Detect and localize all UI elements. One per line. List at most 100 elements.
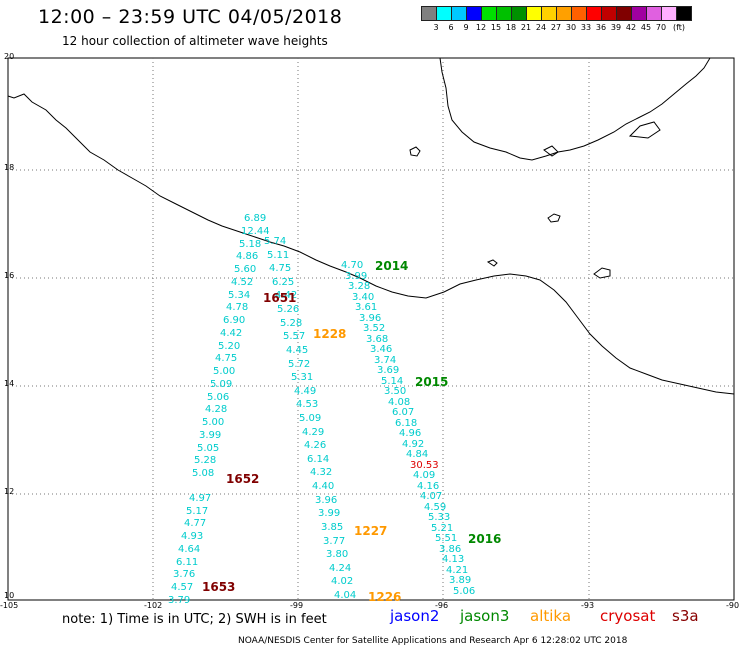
swh-value: 4.52 bbox=[231, 277, 254, 288]
swh-value: 4.42 bbox=[275, 290, 298, 301]
swh-value: 5.17 bbox=[186, 506, 209, 517]
swh-value: 3.89 bbox=[449, 575, 472, 586]
swh-value: 3.96 bbox=[315, 495, 338, 506]
swh-value: 4.07 bbox=[420, 491, 443, 502]
swh-value: 3.99 bbox=[199, 430, 222, 441]
colorbar-label: 36 bbox=[595, 23, 607, 32]
swh-value: 4.26 bbox=[304, 440, 327, 451]
swh-value: 6.18 bbox=[395, 418, 418, 429]
swh-value: 4.86 bbox=[236, 251, 259, 262]
swh-value: 5.34 bbox=[228, 290, 251, 301]
swh-value: 3.80 bbox=[326, 549, 349, 560]
swh-value: 5.57 bbox=[283, 331, 306, 342]
swh-value: 4.53 bbox=[296, 399, 319, 410]
swh-value: 4.70 bbox=[341, 260, 364, 271]
swh-value: 5.00 bbox=[213, 366, 236, 377]
swh-value: 4.04 bbox=[334, 590, 357, 601]
swh-value: 5.31 bbox=[291, 372, 314, 383]
swh-value: 6.07 bbox=[392, 407, 415, 418]
longitude-label: -105 bbox=[0, 601, 19, 610]
legend-entry-altika: altika bbox=[530, 607, 572, 625]
colorbar-labels: 3 6 9 12 15 18 21 24 27 30 33 36 39 42 45 70 (ft) bbox=[421, 23, 740, 35]
latitude-label: 20 bbox=[4, 52, 15, 61]
swh-value: 5.72 bbox=[288, 359, 311, 370]
swh-value: 4.96 bbox=[399, 428, 422, 439]
swh-value: 5.09 bbox=[299, 413, 322, 424]
latitude-label: 12 bbox=[4, 487, 15, 496]
swh-value: 6.11 bbox=[176, 557, 199, 568]
swh-value: 5.06 bbox=[453, 586, 476, 597]
swh-value: 3.28 bbox=[348, 281, 371, 292]
swh-value: 4.13 bbox=[442, 554, 465, 565]
colorbar-label: 12 bbox=[475, 23, 487, 32]
swh-value: 3.68 bbox=[366, 334, 389, 345]
longitude-label: -96 bbox=[435, 601, 449, 610]
swh-value: 6.89 bbox=[244, 213, 267, 224]
swh-value: 4.02 bbox=[331, 576, 354, 587]
swh-value: 3.96 bbox=[359, 313, 382, 324]
legend-entry-jason2: jason2 bbox=[390, 607, 440, 625]
pass-time-label: 1653 bbox=[202, 580, 236, 594]
colorbar-label: 45 bbox=[640, 23, 652, 32]
pass-time-label: 2016 bbox=[468, 532, 502, 546]
colorbar-label: 30 bbox=[565, 23, 577, 32]
map-subtitle: 12 hour collection of altimeter wave hei… bbox=[62, 34, 328, 48]
swh-value: 4.93 bbox=[181, 531, 204, 542]
coastline-north bbox=[439, 57, 711, 161]
colorbar-label: 24 bbox=[535, 23, 547, 32]
colorbar-label: 27 bbox=[550, 23, 562, 32]
longitude-label: -90 bbox=[726, 601, 740, 610]
swh-value: 6.90 bbox=[223, 315, 246, 326]
legend-entry-jason3: jason3 bbox=[460, 607, 510, 625]
swh-value: 4.92 bbox=[402, 439, 425, 450]
map-frame bbox=[7, 57, 735, 601]
swh-value: 4.16 bbox=[417, 481, 440, 492]
swh-value: 3.99 bbox=[318, 508, 341, 519]
swh-value: 3.85 bbox=[321, 522, 344, 533]
pass-time-label: 1227 bbox=[354, 524, 388, 538]
colorbar-label: 21 bbox=[520, 23, 532, 32]
swh-value: 3.77 bbox=[323, 536, 346, 547]
swh-value: 4.77 bbox=[184, 518, 207, 529]
swh-value: 3.99 bbox=[345, 271, 368, 282]
swh-value: 3.61 bbox=[355, 302, 378, 313]
swh-value: 5.51 bbox=[435, 533, 458, 544]
swh-value: 3.40 bbox=[352, 292, 375, 303]
swh-value: 5.18 bbox=[239, 239, 262, 250]
swh-value: 12.44 bbox=[241, 226, 270, 237]
swh-value: 5.11 bbox=[267, 250, 290, 261]
swh-value: 30.53 bbox=[410, 460, 439, 471]
swh-value: 5.09 bbox=[210, 379, 233, 390]
colorbar-label: 9 bbox=[463, 23, 469, 32]
colorbar-swatch bbox=[676, 6, 692, 21]
swh-value: 5.05 bbox=[197, 443, 220, 454]
colorbar-label: 33 bbox=[580, 23, 592, 32]
swh-value: 5.28 bbox=[194, 455, 217, 466]
colorbar-label: 42 bbox=[625, 23, 637, 32]
longitude-label: -93 bbox=[581, 601, 595, 610]
swh-value: 5.00 bbox=[202, 417, 225, 428]
swh-value: 5.08 bbox=[192, 468, 215, 479]
swh-value: 6.14 bbox=[307, 454, 330, 465]
swh-value: 4.09 bbox=[413, 470, 436, 481]
swh-value: 4.32 bbox=[310, 467, 333, 478]
colorbar-label: 18 bbox=[505, 23, 517, 32]
note-text: note: 1) Time is in UTC; 2) SWH is in fe… bbox=[62, 612, 327, 627]
pass-time-label: 2014 bbox=[375, 259, 409, 273]
swh-value: 4.42 bbox=[220, 328, 243, 339]
swh-value: 4.64 bbox=[178, 544, 201, 555]
swh-value: 4.49 bbox=[294, 386, 317, 397]
swh-value: 4.57 bbox=[171, 582, 194, 593]
legend-entry-cryosat: cryosat bbox=[600, 607, 656, 625]
swh-value: 4.75 bbox=[269, 263, 292, 274]
latitude-label: 16 bbox=[4, 271, 15, 280]
wave-height-colorbar bbox=[421, 6, 692, 21]
latitude-label: 14 bbox=[4, 379, 15, 388]
swh-value: 5.06 bbox=[207, 392, 230, 403]
longitude-label: -102 bbox=[144, 601, 163, 610]
footer-credit: NOAA/NESDIS Center for Satellite Applica… bbox=[238, 636, 628, 646]
swh-value: 5.60 bbox=[234, 264, 257, 275]
longitude-label: -99 bbox=[290, 601, 304, 610]
swh-value: 3.46 bbox=[370, 344, 393, 355]
